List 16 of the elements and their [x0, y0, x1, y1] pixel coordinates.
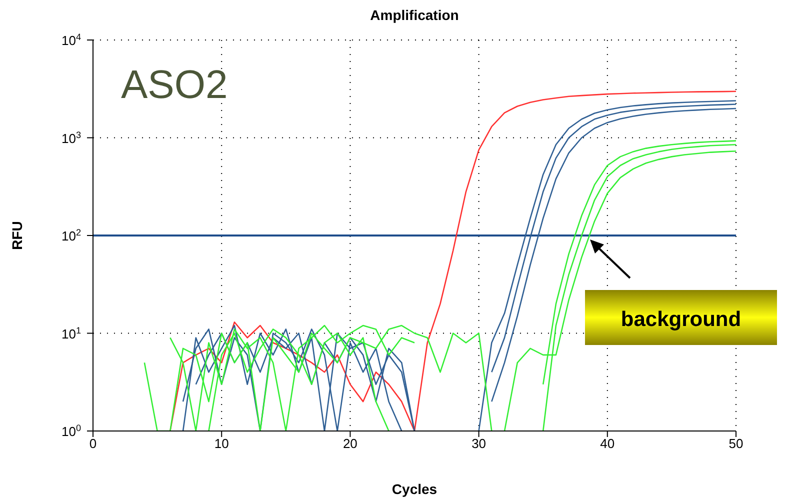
x-tick-label: 20: [342, 436, 358, 452]
y-tick-label: 10$^{4}$: [61, 32, 81, 48]
annotation: background: [620, 308, 742, 331]
x-tick-label: 10: [214, 436, 229, 452]
annotation: ASO2: [121, 63, 228, 107]
y-tick-label: 10$^{0}$: [61, 423, 81, 439]
y-tick-label: 10$^{2}$: [61, 228, 81, 244]
y-tick-label: 10$^{3}$: [61, 130, 81, 146]
x-tick-label: 30: [472, 436, 486, 452]
x-tick-label: 50: [728, 436, 744, 452]
x-axis-title: Cycles: [392, 481, 438, 497]
y-axis-title: RFU: [9, 221, 25, 250]
x-tick-label: 40: [600, 436, 615, 452]
x-tick-label: 0: [89, 436, 97, 452]
chart-title: Amplification: [370, 7, 459, 23]
y-tick-label: 10$^{1}$: [61, 325, 81, 342]
